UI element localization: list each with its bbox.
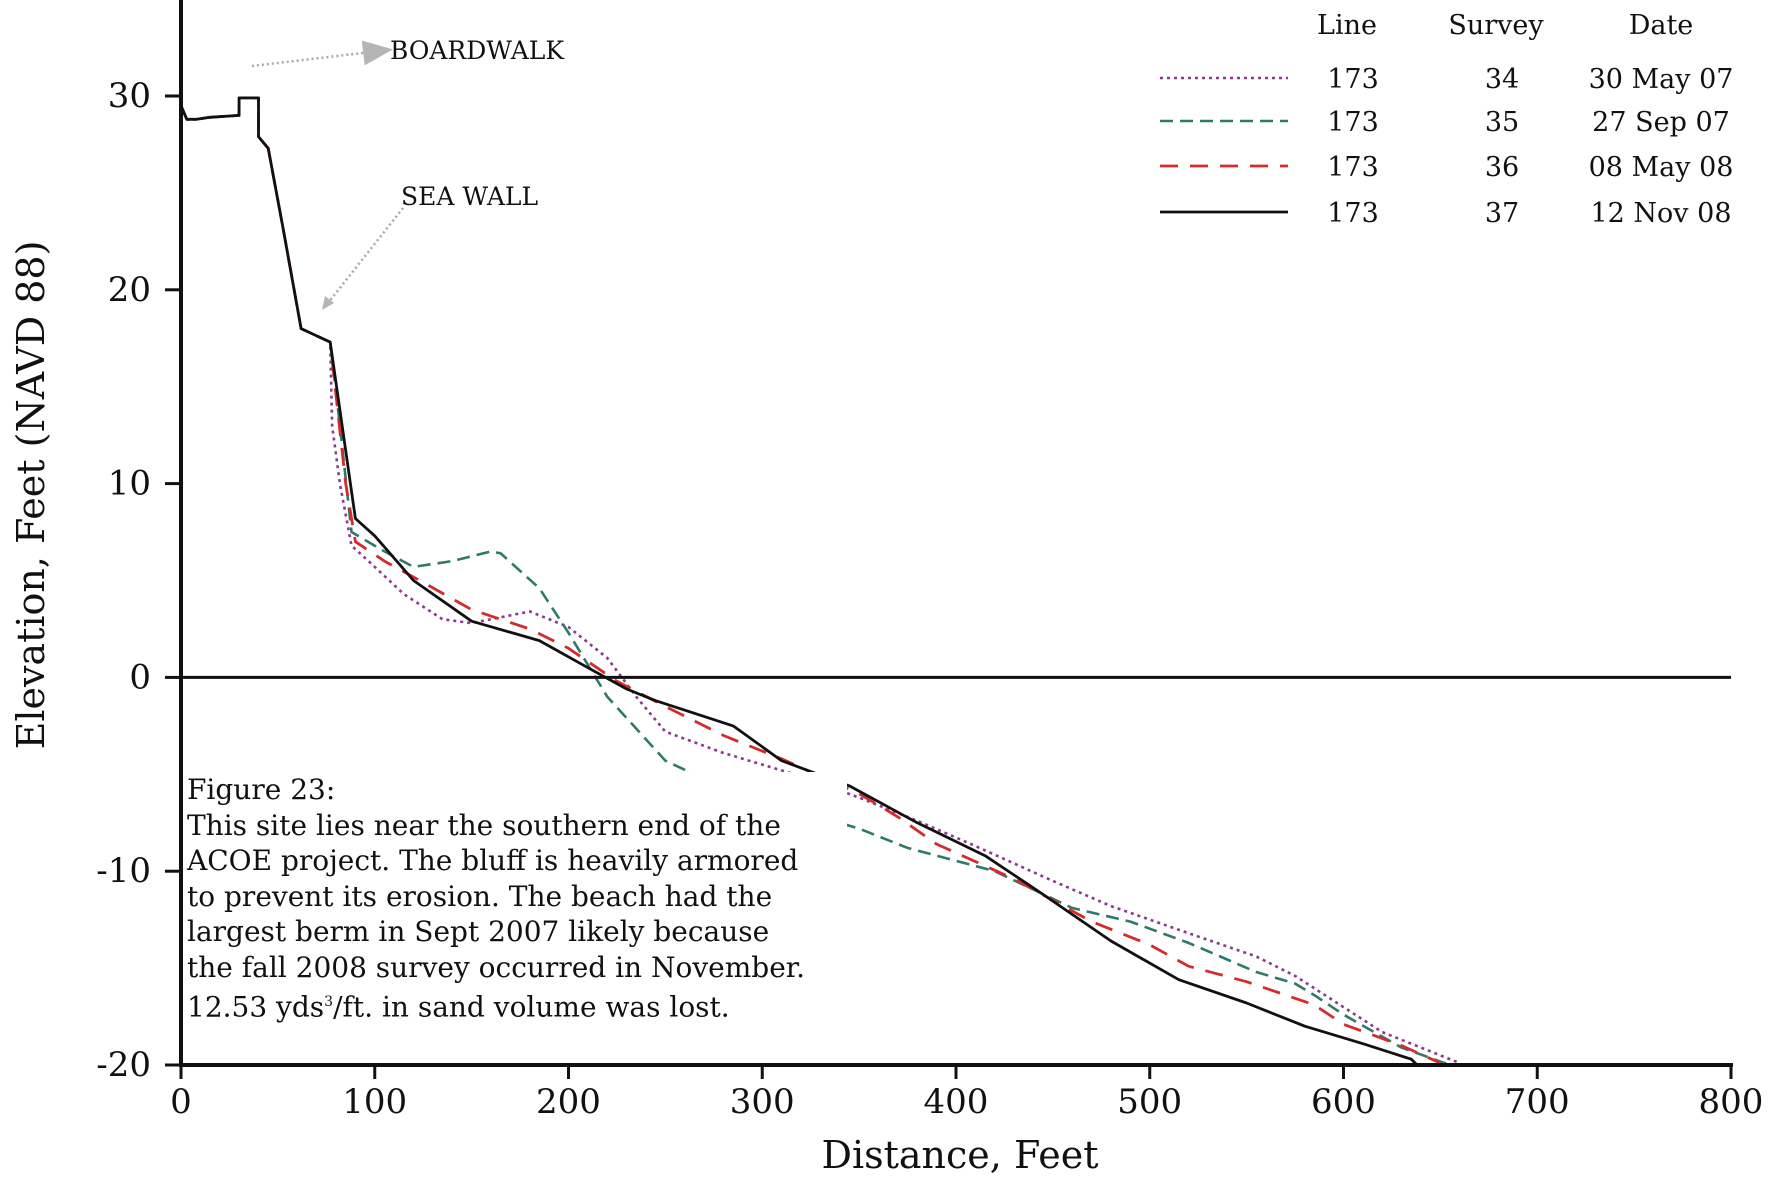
legend-header: Line (1317, 10, 1377, 41)
x-tick-label: 800 (1699, 1082, 1764, 1122)
legend-survey: 35 (1485, 107, 1519, 138)
x-tick-label: 200 (536, 1082, 601, 1122)
legend-header: Date (1629, 10, 1694, 41)
legend-survey: 36 (1485, 152, 1519, 183)
y-tick-label: 0 (129, 657, 151, 697)
x-tick-label: 400 (924, 1082, 989, 1122)
caption-volume-prefix: 12.53 yds (187, 990, 325, 1024)
caption-line: Figure 23: (187, 773, 336, 806)
annotation-sea-wall: SEA WALL (401, 182, 538, 211)
y-tick-label: 30 (108, 76, 151, 116)
seawall-arrow (327, 207, 404, 304)
legend-date: 08 May 08 (1589, 152, 1734, 183)
annotations: BOARDWALK SEA WALL (251, 36, 565, 310)
y-tick-label: -20 (96, 1045, 151, 1085)
legend-date: 12 Nov 08 (1590, 198, 1731, 229)
legend-date: 30 May 07 (1589, 64, 1734, 95)
legend-header: Survey (1448, 10, 1544, 41)
y-axis-title: Elevation, Feet (NAVD 88) (9, 241, 53, 750)
x-tick-label: 600 (1311, 1082, 1376, 1122)
caption-line: largest berm in Sept 2007 likely because (187, 915, 770, 948)
annotation-boardwalk: BOARDWALK (390, 36, 565, 65)
y-tick-label: 10 (108, 464, 151, 504)
caption-line: ACOE project. The bluff is heavily armor… (187, 844, 799, 877)
legend-date: 27 Sep 07 (1592, 107, 1730, 138)
legend-line: 173 (1327, 198, 1379, 229)
caption-line: to prevent its erosion. The beach had th… (187, 879, 773, 913)
legend-line: 173 (1327, 107, 1379, 138)
y-tick-label: 20 (108, 270, 151, 310)
seawall-arrowhead (322, 296, 334, 310)
legend: Line Survey Date 173 34 30 May 07 173 35 27 Sep … (1160, 10, 1733, 229)
y-tick-label: -10 (96, 851, 151, 891)
caption-volume-sup: 3 (324, 994, 334, 1010)
series-line-survey-37 (179, 96, 1419, 1066)
caption-line-volume: 12.53 yds3/ft. in sand volume was lost. (187, 985, 847, 1025)
x-tick-label: 500 (1117, 1082, 1182, 1122)
boardwalk-arrow (251, 40, 393, 68)
x-tick-label: 700 (1505, 1082, 1570, 1122)
legend-line: 173 (1327, 64, 1379, 95)
legend-survey: 37 (1485, 198, 1519, 229)
series-layer (179, 96, 1461, 1067)
x-tick-label: 100 (342, 1082, 407, 1122)
x-tick-label: 0 (170, 1082, 192, 1122)
legend-line: 173 (1327, 152, 1379, 183)
series-line-survey-34 (179, 96, 1461, 1065)
x-tick-label: 300 (730, 1082, 795, 1122)
caption-volume-suffix: /ft. in sand volume was lost. (333, 990, 730, 1024)
figure-caption: Figure 23: This site lies near the south… (187, 772, 847, 1025)
caption-line: the fall 2008 survey occurred in Novembe… (187, 950, 805, 984)
x-axis-title: Distance, Feet (822, 1133, 1099, 1177)
legend-survey: 34 (1485, 64, 1519, 95)
caption-line: This site lies near the southern end of … (187, 808, 781, 842)
